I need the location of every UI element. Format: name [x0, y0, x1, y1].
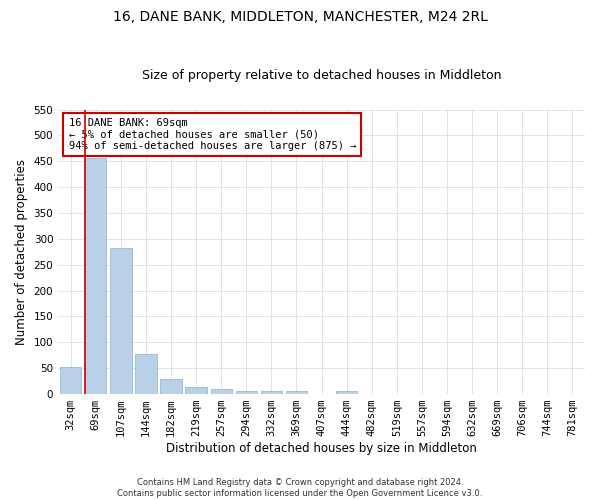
Bar: [85, 158, 106, 394]
Bar: [336, 392, 358, 394]
Bar: [286, 392, 307, 394]
Bar: [211, 389, 232, 394]
Text: 16, DANE BANK, MIDDLETON, MANCHESTER, M24 2RL: 16, DANE BANK, MIDDLETON, MANCHESTER, M2…: [113, 10, 487, 24]
Bar: [110, 248, 131, 394]
Bar: [236, 392, 257, 394]
Bar: [261, 392, 282, 394]
Text: 16 DANE BANK: 69sqm
← 5% of detached houses are smaller (50)
94% of semi-detache: 16 DANE BANK: 69sqm ← 5% of detached hou…: [69, 118, 356, 152]
Bar: [185, 388, 207, 394]
Text: Contains HM Land Registry data © Crown copyright and database right 2024.
Contai: Contains HM Land Registry data © Crown c…: [118, 478, 482, 498]
Bar: [160, 378, 182, 394]
Y-axis label: Number of detached properties: Number of detached properties: [15, 159, 28, 345]
X-axis label: Distribution of detached houses by size in Middleton: Distribution of detached houses by size …: [166, 442, 477, 455]
Bar: [136, 354, 157, 394]
Title: Size of property relative to detached houses in Middleton: Size of property relative to detached ho…: [142, 69, 502, 82]
Bar: [60, 367, 82, 394]
